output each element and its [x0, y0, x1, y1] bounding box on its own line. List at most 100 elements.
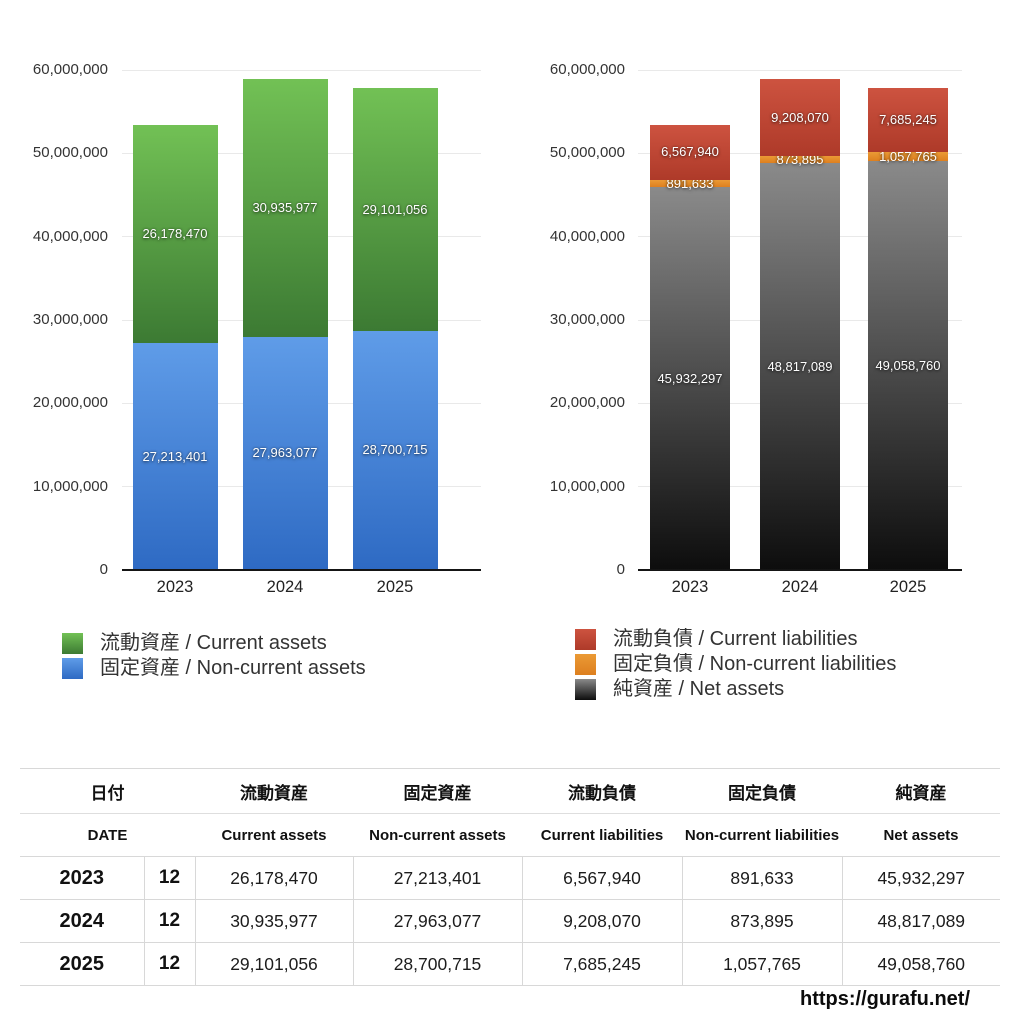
legend-item: 固定負債 / Non-current liabilities — [575, 652, 896, 677]
gridline — [638, 69, 962, 71]
table-header-current-liabilities-jp: 流動負債 — [522, 768, 682, 814]
legend-item: 固定資産 / Non-current assets — [62, 656, 366, 681]
bar-value-label: 27,963,077 — [252, 445, 318, 461]
bar-segment — [132, 343, 218, 570]
x-axis-line — [638, 569, 962, 571]
table-cell-non-current-assets: 27,963,077 — [352, 899, 522, 943]
y-axis-tick-label: 40,000,000 — [32, 227, 108, 245]
bar-segment — [650, 125, 730, 180]
bar-segment — [868, 152, 948, 162]
y-axis-tick-label: 0 — [99, 561, 108, 578]
y-axis-tick-label: 20,000,000 — [549, 394, 625, 412]
table-header-row-jp: 日付 流動資産 固定資産 流動負債 固定負債 純資産 — [20, 768, 1000, 814]
table-cell-month: 12 — [143, 899, 195, 943]
y-axis-tick-label: 0 — [616, 561, 625, 578]
legend-swatch-icon — [575, 654, 596, 675]
bar-value-label: 30,935,977 — [252, 200, 318, 216]
y-axis-tick-label: 60,000,000 — [32, 61, 108, 78]
x-axis-category-label: 2025 — [889, 578, 927, 596]
x-axis-category-label: 2024 — [781, 578, 819, 596]
bar-segment — [242, 336, 328, 570]
bar-value-label: 1,057,765 — [879, 148, 937, 164]
bar-value-label: 26,178,470 — [142, 226, 208, 242]
y-axis-tick-label: 10,000,000 — [549, 477, 625, 495]
y-axis-tick-label: 50,000,000 — [549, 144, 625, 162]
y-axis-tick-label: 10,000,000 — [32, 477, 108, 495]
legend-label: 固定負債 / Non-current liabilities — [613, 653, 897, 675]
table-cell-year: 2023 — [20, 856, 144, 900]
table-cell-net-assets: 49,058,760 — [841, 942, 1000, 986]
table-header-date-jp: 日付 — [20, 768, 195, 814]
liabilities-net-assets-stacked-bar-chart: 0 10,000,000 20,000,000 30,000,000 40,000,00… — [549, 61, 962, 596]
table-header-net-assets-en: Net assets — [842, 813, 1000, 857]
table-header-current-assets-jp: 流動資産 — [195, 768, 353, 814]
assets-chart-legend: 流動資産 / Current assets 固定資産 / Non-current … — [62, 631, 366, 681]
legend-swatch-icon — [575, 679, 596, 700]
bar-value-label: 29,101,056 — [362, 201, 428, 217]
y-axis-tick-label: 30,000,000 — [32, 311, 108, 328]
bar-segment — [242, 79, 328, 337]
y-axis-tick-label: 30,000,000 — [549, 311, 625, 328]
x-axis-category-label: 2025 — [376, 578, 414, 596]
bar-segment — [650, 187, 730, 570]
legend-label: 流動資産 / Current assets — [100, 632, 327, 654]
table-cell-net-assets: 45,932,297 — [841, 856, 1000, 900]
bar-segment — [868, 161, 948, 570]
table-cell-non-current-assets: 28,700,715 — [352, 942, 522, 986]
bar-segment — [352, 330, 438, 570]
x-axis-line — [122, 569, 481, 571]
bar-segment — [352, 88, 438, 331]
bar-segment — [760, 79, 840, 156]
y-axis-tick-label: 40,000,000 — [549, 227, 625, 245]
bar-value-label: 28,700,715 — [362, 442, 428, 458]
table-header-current-assets-en: Current assets — [195, 813, 353, 857]
table-header-current-liabilities-en: Current liabilities — [522, 813, 682, 857]
table-header-non-current-assets-en: Non-current assets — [353, 813, 522, 857]
table-cell-month: 12 — [143, 856, 195, 900]
table-cell-net-assets: 48,817,089 — [841, 899, 1000, 943]
x-axis-category-label: 2023 — [671, 578, 709, 596]
liabilities-chart-legend: 流動負債 / Current liabilities 固定負債 / Non-cur… — [575, 627, 896, 702]
bar-value-label: 6,567,940 — [661, 144, 719, 160]
bar-segment — [650, 179, 730, 188]
bar-value-label: 9,208,070 — [771, 109, 829, 125]
table-header-net-assets-jp: 純資産 — [842, 768, 1000, 814]
table-header-date-en: DATE — [20, 813, 195, 857]
table-header-non-current-assets-jp: 固定資産 — [353, 768, 522, 814]
table-cell-non-current-liabilities: 873,895 — [681, 899, 842, 943]
table-cell-current-assets: 30,935,977 — [194, 899, 353, 943]
y-axis-tick-label: 20,000,000 — [32, 394, 108, 412]
legend-item: 流動負債 / Current liabilities — [575, 627, 896, 652]
table-header-row-en: DATE Current assets Non-current assets C… — [20, 813, 1000, 857]
table-cell-year: 2025 — [20, 942, 144, 986]
y-axis-tick-label: 50,000,000 — [32, 144, 108, 162]
bar-value-label: 48,817,089 — [767, 358, 833, 374]
table-cell-month: 12 — [143, 942, 195, 986]
legend-label: 流動負債 / Current liabilities — [613, 628, 858, 650]
table-row-2024: 2024 12 30,935,977 27,963,077 9,208,070 … — [20, 899, 1000, 943]
bar-segment — [132, 125, 218, 344]
table-header-non-current-liabilities-jp: 固定負債 — [682, 768, 842, 814]
legend-label: 固定資産 / Non-current assets — [100, 657, 366, 679]
bar-segment — [760, 163, 840, 570]
table-cell-current-liabilities: 6,567,940 — [521, 856, 682, 900]
bar-segment — [868, 88, 948, 153]
table-row-2023: 2023 12 26,178,470 27,213,401 6,567,940 … — [20, 856, 1000, 900]
y-axis-tick-label: 60,000,000 — [549, 61, 625, 78]
table-header-non-current-liabilities-en: Non-current liabilities — [682, 813, 842, 857]
table-cell-current-assets: 26,178,470 — [194, 856, 353, 900]
table-cell-non-current-liabilities: 1,057,765 — [681, 942, 842, 986]
bar-value-label: 49,058,760 — [875, 357, 941, 373]
legend-swatch-icon — [62, 633, 83, 654]
table-cell-current-liabilities: 7,685,245 — [521, 942, 682, 986]
legend-label: 純資産 / Net assets — [613, 678, 785, 700]
bar-value-label: 27,213,401 — [142, 448, 208, 464]
legend-swatch-icon — [575, 629, 596, 650]
site-url-text: https://gurafu.net/ — [800, 988, 970, 1010]
legend-item: 純資産 / Net assets — [575, 677, 896, 702]
bar-segment — [760, 155, 840, 164]
table-cell-non-current-liabilities: 891,633 — [681, 856, 842, 900]
legend-swatch-icon — [62, 658, 83, 679]
table-row-2025: 2025 12 29,101,056 28,700,715 7,685,245 … — [20, 942, 1000, 986]
x-axis-category-label: 2023 — [156, 578, 194, 596]
